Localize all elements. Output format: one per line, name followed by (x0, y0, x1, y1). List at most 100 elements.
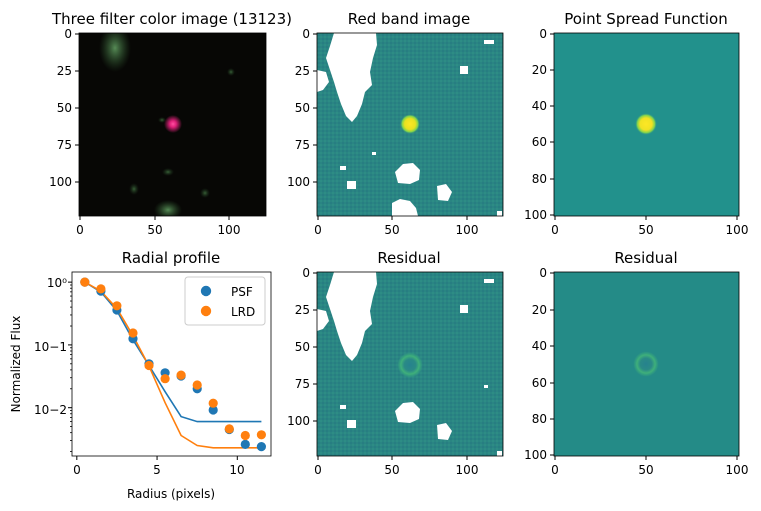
masked-region (326, 33, 377, 122)
y-axis-label: Normalized Flux (9, 316, 23, 413)
x-tick-label: 0 (76, 223, 84, 237)
y-tick-label: 50 (295, 340, 310, 354)
y-tick-label: 80 (532, 412, 547, 426)
x-tick-label: 5 (153, 463, 161, 477)
legend-marker-lrd (200, 305, 212, 317)
y-axis-ticks: 0 20 40 60 80 100 (524, 27, 554, 222)
masked-region (395, 163, 420, 184)
data-point-lrd (96, 284, 106, 294)
data-point-lrd (240, 430, 250, 441)
radial-profile-plot (80, 277, 266, 452)
panel-radial-profile: Radial profile 10−2 10−1 10⁰ 0 5 10 Radi… (9, 249, 272, 501)
y-tick-label: 10⁰ (47, 276, 67, 290)
x-tick-label: 0 (551, 463, 559, 477)
y-axis-ticks: 10−2 10−1 10⁰ (34, 276, 72, 452)
data-point-psf (256, 442, 266, 452)
x-tick-label: 10 (229, 463, 244, 477)
data-point-lrd (208, 398, 218, 408)
x-axis-ticks: 0 50 100 (314, 216, 478, 237)
y-tick-label: 25 (57, 64, 72, 78)
data-point-lrd (128, 328, 138, 338)
residual-ring (397, 352, 423, 378)
data-point-lrd (112, 301, 122, 311)
x-tick-label: 100 (726, 223, 749, 237)
y-tick-label: 50 (295, 101, 310, 115)
residual-image (317, 272, 503, 456)
y-tick-label: 10−2 (34, 403, 67, 417)
legend-label-lrd: LRD (231, 305, 255, 319)
y-tick-label: 0 (539, 27, 547, 41)
y-axis-ticks: 0 25 50 75 100 (287, 27, 317, 189)
x-tick-label: 0 (551, 223, 559, 237)
y-axis-ticks: 0 25 50 75 100 (287, 266, 317, 428)
y-tick-label: 80 (532, 172, 547, 186)
x-axis-ticks: 0 50 100 (76, 216, 240, 237)
panel-residual-psf: Residual 0 20 40 60 80 100 0 50 100 (524, 249, 748, 477)
y-tick-label: 40 (532, 339, 547, 353)
y-axis-ticks: 0 20 40 60 80 100 (524, 266, 554, 462)
y-axis-ticks: 0 25 50 75 100 (49, 27, 79, 189)
data-point-psf (240, 439, 250, 449)
legend-marker-psf (200, 285, 212, 297)
x-tick-label: 100 (726, 463, 749, 477)
residual-psf-ring (633, 351, 659, 377)
panel-title: Radial profile (122, 249, 220, 267)
masked-region (317, 309, 329, 331)
y-tick-label: 50 (57, 101, 72, 115)
panel-red-band: Red band image 0 25 50 75 (287, 10, 504, 237)
y-tick-label: 20 (532, 63, 547, 77)
y-tick-label: 75 (295, 138, 310, 152)
color-image-source (164, 115, 182, 133)
data-point-lrd (144, 360, 154, 371)
y-tick-label: 0 (64, 27, 72, 41)
x-axis-ticks: 0 50 100 (551, 456, 748, 477)
y-tick-label: 40 (532, 99, 547, 113)
x-axis-ticks: 0 50 100 (314, 456, 478, 477)
y-tick-label: 100 (524, 448, 547, 462)
y-tick-label: 75 (295, 377, 310, 391)
legend: PSF LRD (184, 276, 266, 326)
y-tick-label: 0 (302, 27, 310, 41)
x-tick-label: 0 (314, 463, 322, 477)
x-tick-label: 100 (456, 223, 479, 237)
y-tick-label: 60 (532, 135, 547, 149)
x-tick-label: 50 (147, 223, 162, 237)
panel-title: Three filter color image (13123) (51, 10, 292, 28)
x-tick-label: 100 (456, 463, 479, 477)
x-tick-label: 50 (638, 463, 653, 477)
x-tick-label: 50 (638, 223, 653, 237)
psf-source (635, 113, 657, 135)
y-tick-label: 100 (287, 175, 310, 189)
x-axis-label: Radius (pixels) (127, 487, 215, 501)
x-tick-label: 100 (218, 223, 241, 237)
x-tick-label: 50 (384, 463, 399, 477)
panel-title: Red band image (348, 10, 471, 28)
masked-region (437, 184, 452, 201)
y-tick-label: 100 (49, 175, 72, 189)
data-point-lrd (160, 374, 170, 384)
y-tick-label: 10−1 (34, 340, 67, 354)
data-point-lrd (192, 380, 202, 390)
y-tick-label: 100 (287, 414, 310, 428)
red-band-image (317, 33, 503, 216)
panel-title: Residual (614, 249, 677, 267)
y-tick-label: 100 (524, 208, 547, 222)
y-tick-label: 25 (295, 64, 310, 78)
legend-label-psf: PSF (231, 285, 253, 299)
data-point-lrd (80, 277, 90, 287)
red-band-source (400, 114, 420, 134)
data-point-lrd (176, 370, 186, 380)
x-axis-ticks: 0 5 10 (73, 456, 245, 477)
data-point-psf (208, 405, 218, 415)
panel-color-image: Three filter color image (13123) 0 25 50… (49, 10, 292, 237)
x-tick-label: 50 (384, 223, 399, 237)
panel-psf: Point Spread Function 0 20 40 60 80 100 … (524, 10, 748, 237)
y-tick-label: 0 (539, 266, 547, 280)
x-tick-label: 0 (73, 463, 81, 477)
panel-residual-red: Residual 0 25 50 75 100 (287, 249, 504, 477)
masked-region (395, 402, 420, 423)
panel-title: Point Spread Function (564, 10, 727, 28)
color-image (79, 33, 266, 216)
masked-region (326, 272, 377, 361)
